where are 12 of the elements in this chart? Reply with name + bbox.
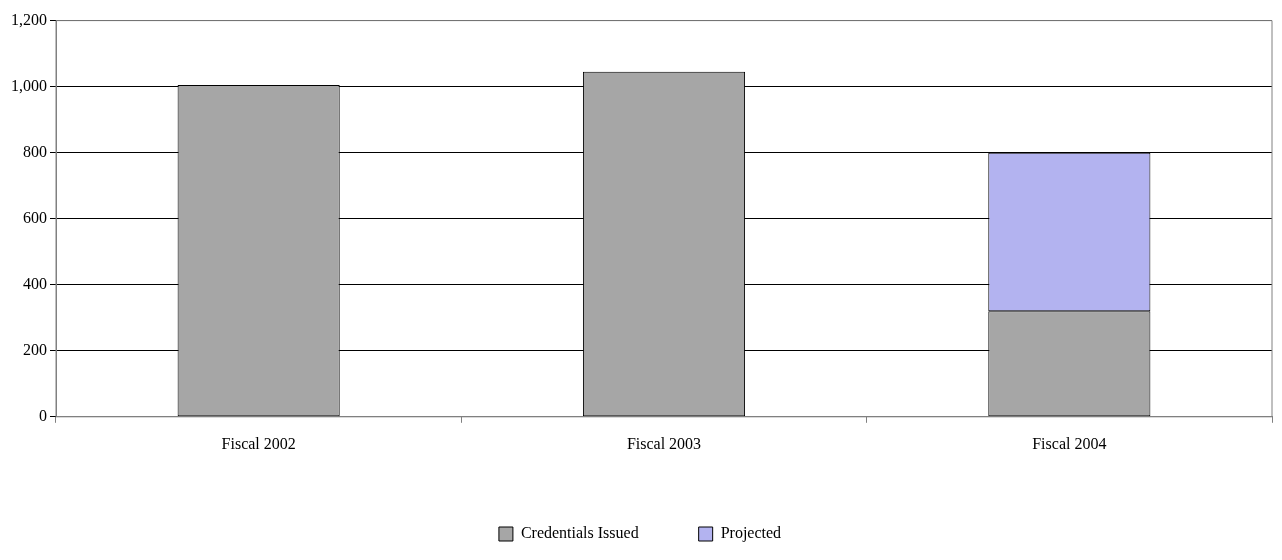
x-tick-label: Fiscal 2002 [221, 434, 296, 452]
y-tick-label: 200 [23, 340, 47, 358]
y-tick-label: 800 [23, 142, 47, 160]
x-tick-label: Fiscal 2003 [626, 434, 702, 452]
y-tick-label: 600 [23, 208, 47, 226]
y-tick-label: 1,200 [11, 10, 47, 28]
y-tick-label: 1,000 [11, 76, 47, 94]
legend-label: Projected [720, 524, 782, 543]
legend-label: Credentials Issued [520, 524, 639, 542]
y-tick-label: 0 [39, 407, 47, 424]
y-tick-label: 400 [23, 274, 47, 292]
x-tick-label: Fiscal 2004 [1032, 434, 1107, 452]
